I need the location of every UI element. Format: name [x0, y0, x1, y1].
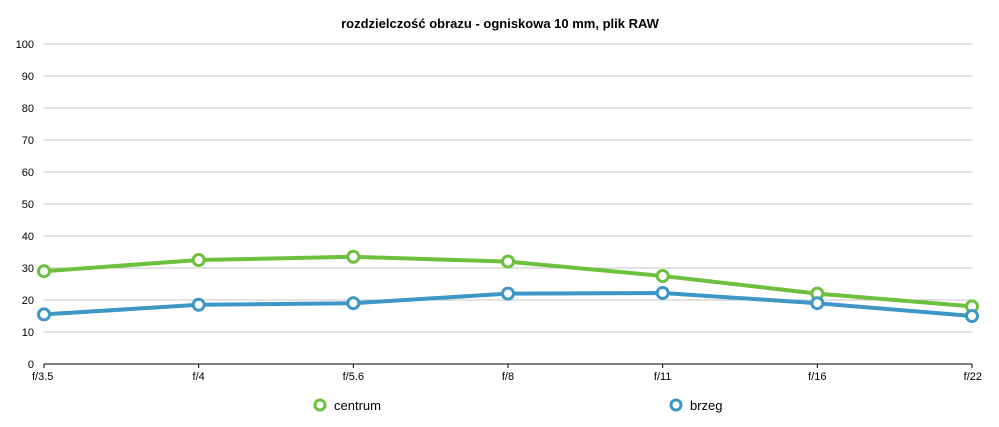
x-tick-label: f/16	[808, 371, 826, 383]
y-tick-label: 0	[28, 359, 34, 371]
data-point	[37, 264, 51, 279]
y-tick-label: 30	[22, 263, 34, 275]
legend-marker	[669, 398, 683, 412]
legend-item-centrum: centrum	[313, 398, 381, 413]
data-point	[346, 296, 361, 311]
y-tick-label: 10	[22, 327, 34, 339]
y-axis: 0 10 20 30 40 50 60 70 80 90 100	[16, 39, 34, 371]
y-tick-label: 60	[22, 167, 34, 179]
data-point	[191, 297, 206, 312]
data-point	[191, 253, 206, 267]
data-point	[346, 249, 361, 264]
data-point	[655, 285, 670, 300]
legend-item-brzeg: brzeg	[669, 398, 723, 413]
y-tick-label: 40	[22, 231, 34, 243]
x-tick-label: f/11	[654, 371, 672, 383]
series-group	[37, 249, 979, 323]
data-point	[501, 254, 515, 269]
data-point	[965, 309, 979, 323]
data-point	[655, 269, 670, 283]
series-centrum	[37, 249, 979, 314]
x-tick-label: f/4	[193, 371, 205, 383]
y-tick-label: 80	[22, 103, 34, 115]
y-tick-label: 90	[22, 71, 34, 83]
chart-title: rozdzielczość obrazu - ogniskowa 10 mm, …	[341, 16, 660, 31]
y-tick-label: 50	[22, 199, 34, 211]
x-tick-label: f/22	[964, 371, 982, 383]
data-point	[37, 307, 51, 322]
x-tick-label: f/8	[502, 371, 514, 383]
legend-marker	[313, 398, 327, 412]
legend: centrum brzeg	[313, 398, 723, 413]
y-tick-label: 20	[22, 295, 34, 307]
x-tick-label: f/5.6	[343, 371, 364, 383]
y-tick-label: 70	[22, 135, 34, 147]
legend-label: centrum	[334, 398, 381, 413]
data-point	[501, 286, 515, 301]
x-tick-label: f/3.5	[32, 371, 53, 383]
data-point	[810, 296, 825, 311]
series-brzeg	[37, 285, 979, 323]
legend-label: brzeg	[690, 398, 723, 413]
y-tick-label: 100	[16, 39, 34, 51]
x-axis: f/3.5 f/4 f/5.6 f/8 f/11 f/16 f/22	[32, 363, 982, 383]
